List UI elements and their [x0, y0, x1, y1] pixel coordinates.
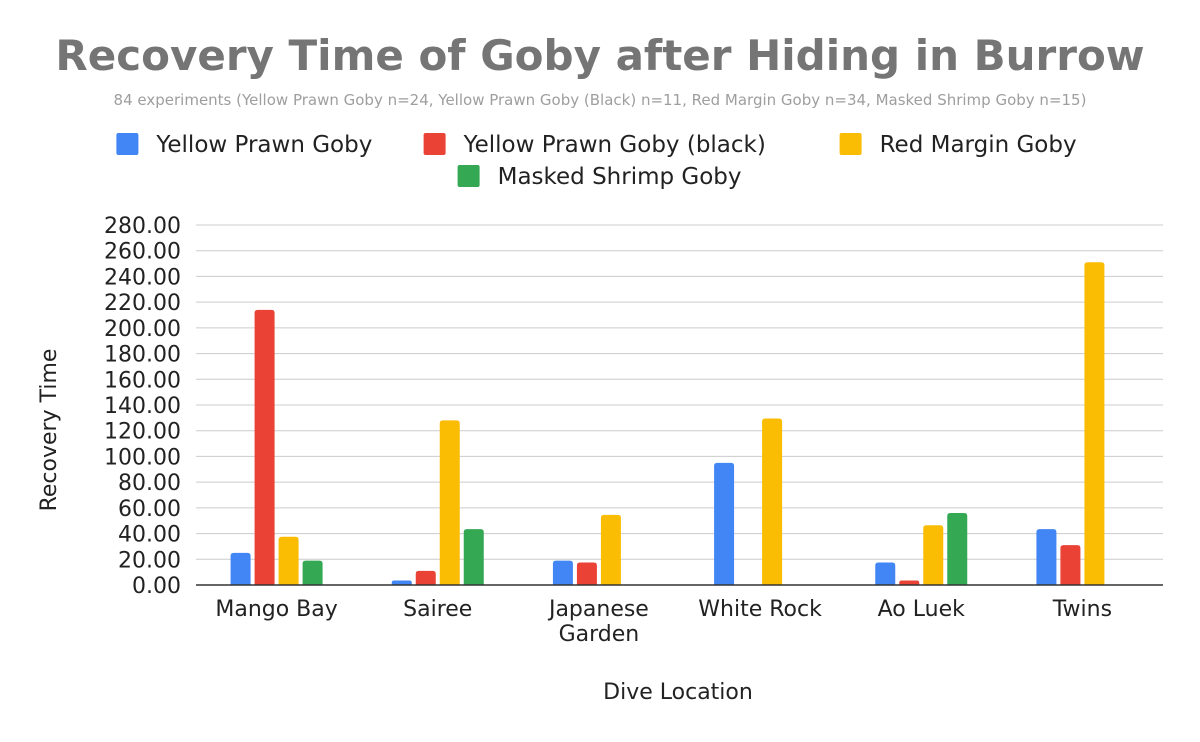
legend-swatch: [116, 133, 139, 155]
bar: [552, 560, 573, 585]
y-tick-label: 220.00: [104, 291, 181, 316]
bar: [463, 529, 484, 585]
bar: [302, 560, 323, 585]
bar: [923, 525, 944, 585]
legend-label: Red Margin Goby: [880, 132, 1077, 158]
y-tick-label: 140.00: [104, 394, 181, 419]
legend-label: Masked Shrimp Goby: [498, 164, 742, 190]
x-tick-label: Twins: [1052, 597, 1112, 622]
bar: [391, 580, 412, 585]
y-tick-label: 160.00: [104, 368, 181, 393]
x-axis: Mango Bay Sairee Japanese Garden White Rock A…: [196, 584, 1163, 647]
x-tick-label: Mango Bay: [215, 597, 337, 622]
bar: [875, 562, 896, 585]
y-tick-label: 260.00: [104, 240, 181, 265]
legend-swatch: [423, 133, 446, 155]
y-tick-label: 240.00: [104, 265, 181, 290]
y-tick-label: 120.00: [104, 420, 181, 445]
y-axis-title: Recovery Time: [37, 349, 62, 512]
bar: [576, 562, 597, 585]
y-tick-label: 100.00: [104, 445, 181, 470]
bar: [600, 514, 621, 585]
y-axis: 0.0020.0040.0060.0080.00100.00120.00140.…: [104, 214, 181, 599]
y-tick-label: 60.00: [118, 497, 181, 522]
legend-swatch: [457, 165, 480, 187]
x-tick-label: Japanese Garden: [547, 597, 649, 647]
x-axis-title: Dive Location: [603, 680, 753, 705]
legend-label: Yellow Prawn Goby (black): [463, 132, 766, 158]
chart-subtitle: 84 experiments (Yellow Prawn Goby n=24, …: [114, 91, 1087, 109]
y-tick-label: 0.00: [132, 574, 181, 599]
x-tick-label: Sairee: [403, 597, 472, 622]
bar: [1060, 545, 1081, 585]
bar: [1036, 529, 1057, 585]
bar: [899, 580, 920, 585]
bar: [1084, 262, 1105, 585]
y-tick-label: 80.00: [118, 471, 181, 496]
legend: Yellow Prawn Goby Yellow Prawn Goby (blac…: [116, 132, 1077, 190]
bar: [439, 420, 460, 585]
legend-swatch: [839, 133, 862, 155]
x-tick-label: Ao Luek: [878, 597, 965, 622]
bar: [230, 552, 251, 585]
gridlines: [196, 224, 1163, 560]
y-tick-label: 280.00: [104, 214, 181, 239]
bar: [947, 513, 968, 585]
y-tick-label: 180.00: [104, 343, 181, 368]
y-tick-label: 200.00: [104, 317, 181, 342]
bar: [762, 418, 783, 585]
y-tick-label: 20.00: [118, 548, 181, 573]
chart-title: Recovery Time of Goby after Hiding in Bu…: [55, 31, 1144, 80]
bar: [254, 309, 275, 585]
bar: [415, 570, 436, 585]
bars: [230, 262, 1105, 585]
bar: [278, 536, 299, 585]
legend-label: Yellow Prawn Goby: [155, 132, 372, 158]
y-tick-label: 40.00: [118, 523, 181, 548]
bar: [714, 462, 735, 585]
x-tick-label: White Rock: [698, 597, 822, 622]
